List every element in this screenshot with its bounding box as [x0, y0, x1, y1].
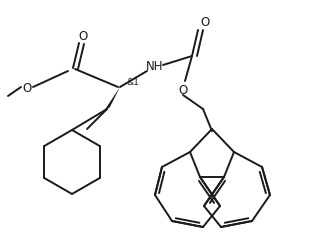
Text: O: O [78, 29, 88, 42]
Text: O: O [22, 81, 31, 94]
Text: O: O [200, 15, 210, 28]
Polygon shape [104, 88, 120, 111]
Text: O: O [178, 83, 188, 96]
Text: &1: &1 [127, 77, 139, 86]
Text: NH: NH [146, 59, 164, 72]
